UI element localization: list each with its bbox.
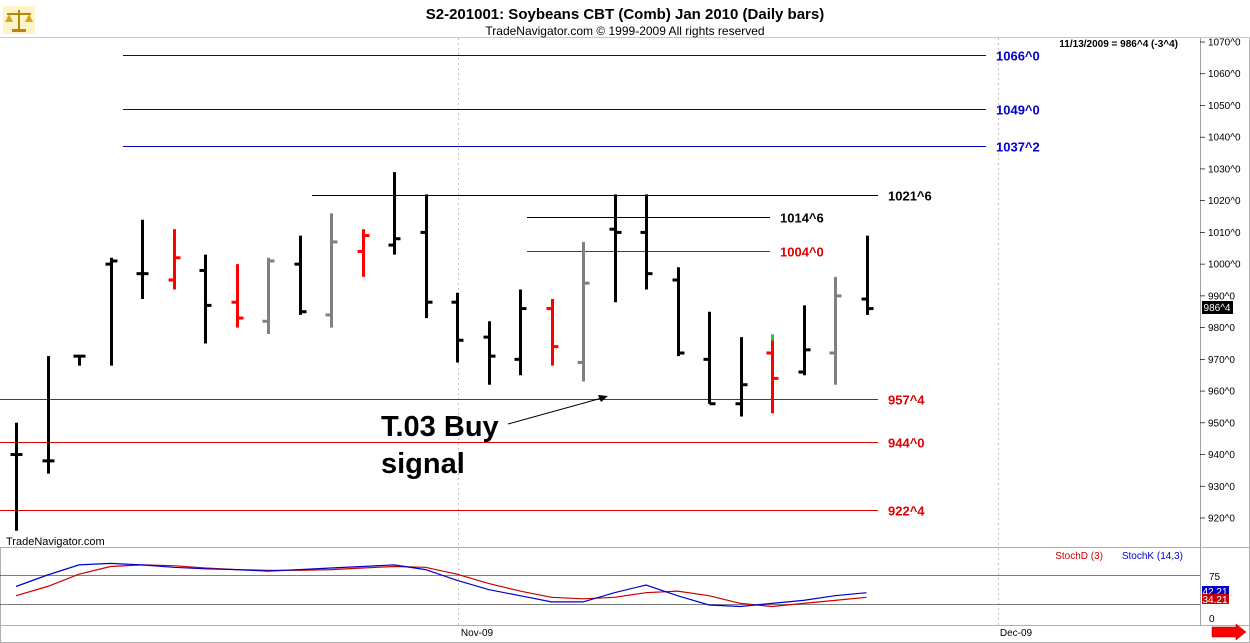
last-price-value: 986^4 bbox=[1204, 303, 1231, 314]
price-axis-label: 1020^0 bbox=[1208, 196, 1241, 207]
stoch-k-tag bbox=[1202, 586, 1229, 596]
stochastic-panel: StochD (3) StochK (14,3) 75 42.21 34.21 … bbox=[0, 551, 1229, 625]
price-axis-label: 960^0 bbox=[1208, 387, 1235, 398]
level-label: 1021^6 bbox=[888, 189, 932, 204]
last-price-tag: 986^4 bbox=[1202, 301, 1233, 314]
price-axis-label: 1000^0 bbox=[1208, 260, 1241, 271]
level-label: 1014^6 bbox=[780, 211, 824, 226]
stoch-d-value: 34.21 bbox=[1202, 595, 1227, 606]
level-label: 1066^0 bbox=[996, 49, 1040, 64]
level-label: 944^0 bbox=[888, 436, 925, 451]
stoch-k-legend: StochK (14,3) bbox=[1122, 551, 1183, 562]
price-axis-label: 1070^0 bbox=[1208, 38, 1241, 49]
ohlc-bars bbox=[10, 172, 874, 531]
time-axis-label: Nov-09 bbox=[461, 628, 494, 639]
price-axis-label: 920^0 bbox=[1208, 514, 1235, 525]
watermark: TradeNavigator.com bbox=[6, 536, 105, 548]
last-quote-label: 11/13/2009 = 986^4 (-3^4) bbox=[1059, 39, 1178, 50]
annotation-arrow-line bbox=[507, 397, 603, 425]
price-axis: 920^0 930^0 940^0 950^0 960^0 970^0 980^0 990^0… bbox=[1200, 38, 1241, 525]
price-panel bbox=[0, 38, 1250, 626]
time-axis: Nov-09 Dec-09 bbox=[461, 628, 1033, 639]
annotation-arrow-head bbox=[598, 395, 608, 402]
brass-scales-icon bbox=[3, 6, 35, 34]
buy-signal-annotation: T.03 Buy signal bbox=[381, 395, 608, 480]
stoch-d-tag bbox=[1202, 594, 1229, 604]
header-bar bbox=[0, 0, 1250, 38]
price-axis-label: 1040^0 bbox=[1208, 133, 1241, 144]
stoch-d-legend: StochD (3) bbox=[1055, 551, 1103, 562]
stoch-k-line bbox=[15, 562, 867, 608]
price-axis-label: 930^0 bbox=[1208, 482, 1235, 493]
price-axis-label: 990^0 bbox=[1208, 291, 1235, 302]
chart-title: S2-201001: Soybeans CBT (Comb) Jan 2010 … bbox=[426, 6, 824, 23]
level-label: 922^4 bbox=[888, 504, 925, 519]
time-axis-label: Dec-09 bbox=[1000, 628, 1033, 639]
annotation-line-1: T.03 Buy bbox=[381, 411, 499, 443]
annotation-line-2: signal bbox=[381, 448, 465, 480]
stoch-level-label: 75 bbox=[1209, 572, 1221, 583]
chart-subtitle: TradeNavigator.com © 1999-2009 All right… bbox=[485, 24, 764, 38]
level-label: 1037^2 bbox=[996, 140, 1040, 155]
price-axis-label: 1060^0 bbox=[1208, 69, 1241, 80]
price-axis-label: 950^0 bbox=[1208, 418, 1235, 429]
level-label: 1049^0 bbox=[996, 103, 1040, 118]
price-axis-label: 940^0 bbox=[1208, 450, 1235, 461]
price-axis-label: 1010^0 bbox=[1208, 228, 1241, 239]
scroll-right-arrow-icon[interactable] bbox=[1211, 623, 1247, 641]
level-label: 1004^0 bbox=[780, 245, 824, 260]
stoch-zero-label: 0 bbox=[1209, 614, 1215, 625]
price-axis-label: 1030^0 bbox=[1208, 164, 1241, 175]
stoch-k-value: 42.21 bbox=[1202, 587, 1227, 598]
scroll-right-button[interactable] bbox=[1211, 623, 1247, 641]
stoch-d-line bbox=[15, 564, 867, 608]
level-label: 957^4 bbox=[888, 393, 925, 408]
price-axis-label: 970^0 bbox=[1208, 355, 1235, 366]
support-resistance-levels: 1066^0 1049^0 1037^2 1021^6 1014^6 1004^0 957^… bbox=[0, 49, 1040, 519]
price-axis-label: 1050^0 bbox=[1208, 101, 1241, 112]
price-axis-label: 980^0 bbox=[1208, 323, 1235, 334]
